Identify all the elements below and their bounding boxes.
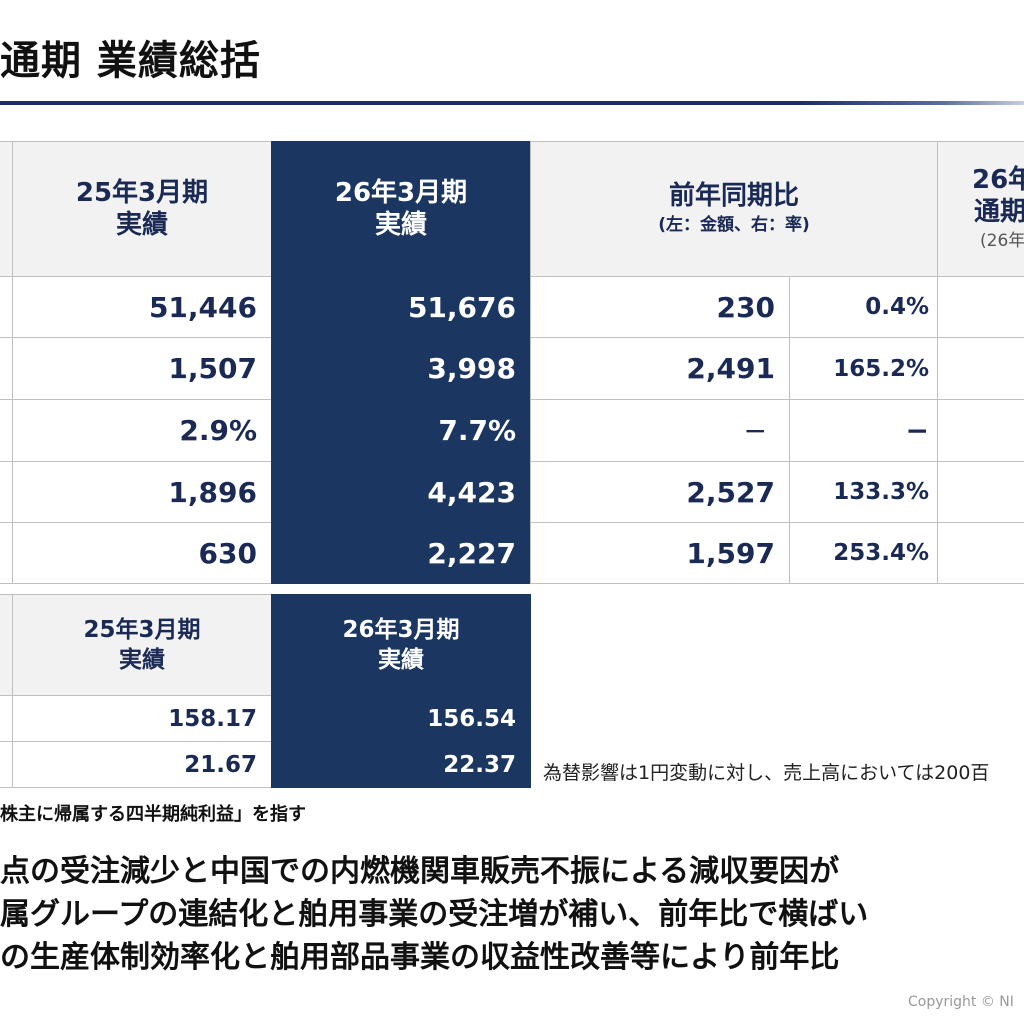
fx-header-fy26-line1: 26年3月期 [342,617,460,643]
fx-header-fy26-line2: 実績 [378,647,424,673]
copyright: Copyright © NI [908,994,1014,1010]
cell-fy25: 1,896 [12,461,272,523]
cell-fy26: 7.7% [271,399,531,462]
header-fy25-line1: 25年3月期 [75,178,209,208]
summary-line-1: 点の受注減少と中国での内燃機関車販売不振による減収要因が [0,854,840,889]
fx-header-fy25-line1: 25年3月期 [83,617,201,643]
fx-header-fy26: 26年3月期 実績 [271,594,531,696]
fx-impact-note: 為替影響は1円変動に対し、売上高においては200百 [543,762,990,784]
cell-forecast [937,337,1024,400]
cell-yoy-rate: 0.4% [789,276,938,338]
cell-fy26: 51,676 [271,276,531,338]
cell-yoy-rate: 253.4% [789,522,938,584]
fx-cell-fy25: 158.17 [12,695,272,742]
cell-forecast [937,399,1024,462]
cell-yoy-amount: 230 [530,276,790,338]
cell-yoy-rate: 133.3% [789,461,938,523]
cell-fy26: 2,227 [271,522,531,584]
fx-header-fy25-line2: 実績 [119,647,165,673]
cell-forecast [937,522,1024,584]
footnote: 株主に帰属する四半期純利益」を指す [0,804,306,825]
page-title: 通期 業績総括 [0,38,261,84]
title-underline [0,101,1024,105]
cell-fy25: 51,446 [12,276,272,338]
cell-forecast [937,461,1024,523]
header-fy26-line1: 26年3月期 [334,178,468,208]
header-fy26-line2: 実績 [374,210,427,240]
cell-fy26: 3,998 [271,337,531,400]
fx-cell-fy25: 21.67 [12,741,272,788]
header-forecast-line2: 通期 [974,197,1024,227]
cell-yoy-rate: 165.2% [789,337,938,400]
fx-cell-fy26: 156.54 [271,695,531,742]
fx-cell-fy26: 22.37 [271,741,531,788]
header-forecast: 26年 通期 (26年 [937,141,1024,277]
header-yoy-subtitle: (左：金額、右：率) [658,215,810,235]
header-fy26: 26年3月期 実績 [271,141,531,277]
header-forecast-line1: 26年 [972,165,1024,195]
cell-yoy-amount: 1,597 [530,522,790,584]
cell-yoy-amount: 2,527 [530,461,790,523]
header-fy25-line2: 実績 [115,210,168,240]
cell-fy25: 1,507 [12,337,272,400]
header-forecast-subtitle: (26年 [980,231,1024,251]
cell-yoy-rate: − [789,399,938,462]
cell-fy25: 2.9% [12,399,272,462]
header-fy25: 25年3月期 実績 [12,141,272,277]
cell-yoy-amount: 2,491 [530,337,790,400]
header-yoy-title: 前年同期比 [668,181,799,211]
cell-yoy-amount: − [530,399,790,462]
summary-line-2: 属グループの連結化と舶用事業の受注増が補い、前年比で横ばい [0,897,869,932]
cell-fy26: 4,423 [271,461,531,523]
cell-forecast [937,276,1024,338]
fx-header-fy25: 25年3月期 実績 [12,594,272,696]
header-yoy: 前年同期比 (左：金額、右：率) [530,141,938,277]
cell-fy25: 630 [12,522,272,584]
summary-line-3: の生産体制効率化と舶用部品事業の収益性改善等により前年比 [0,940,840,975]
